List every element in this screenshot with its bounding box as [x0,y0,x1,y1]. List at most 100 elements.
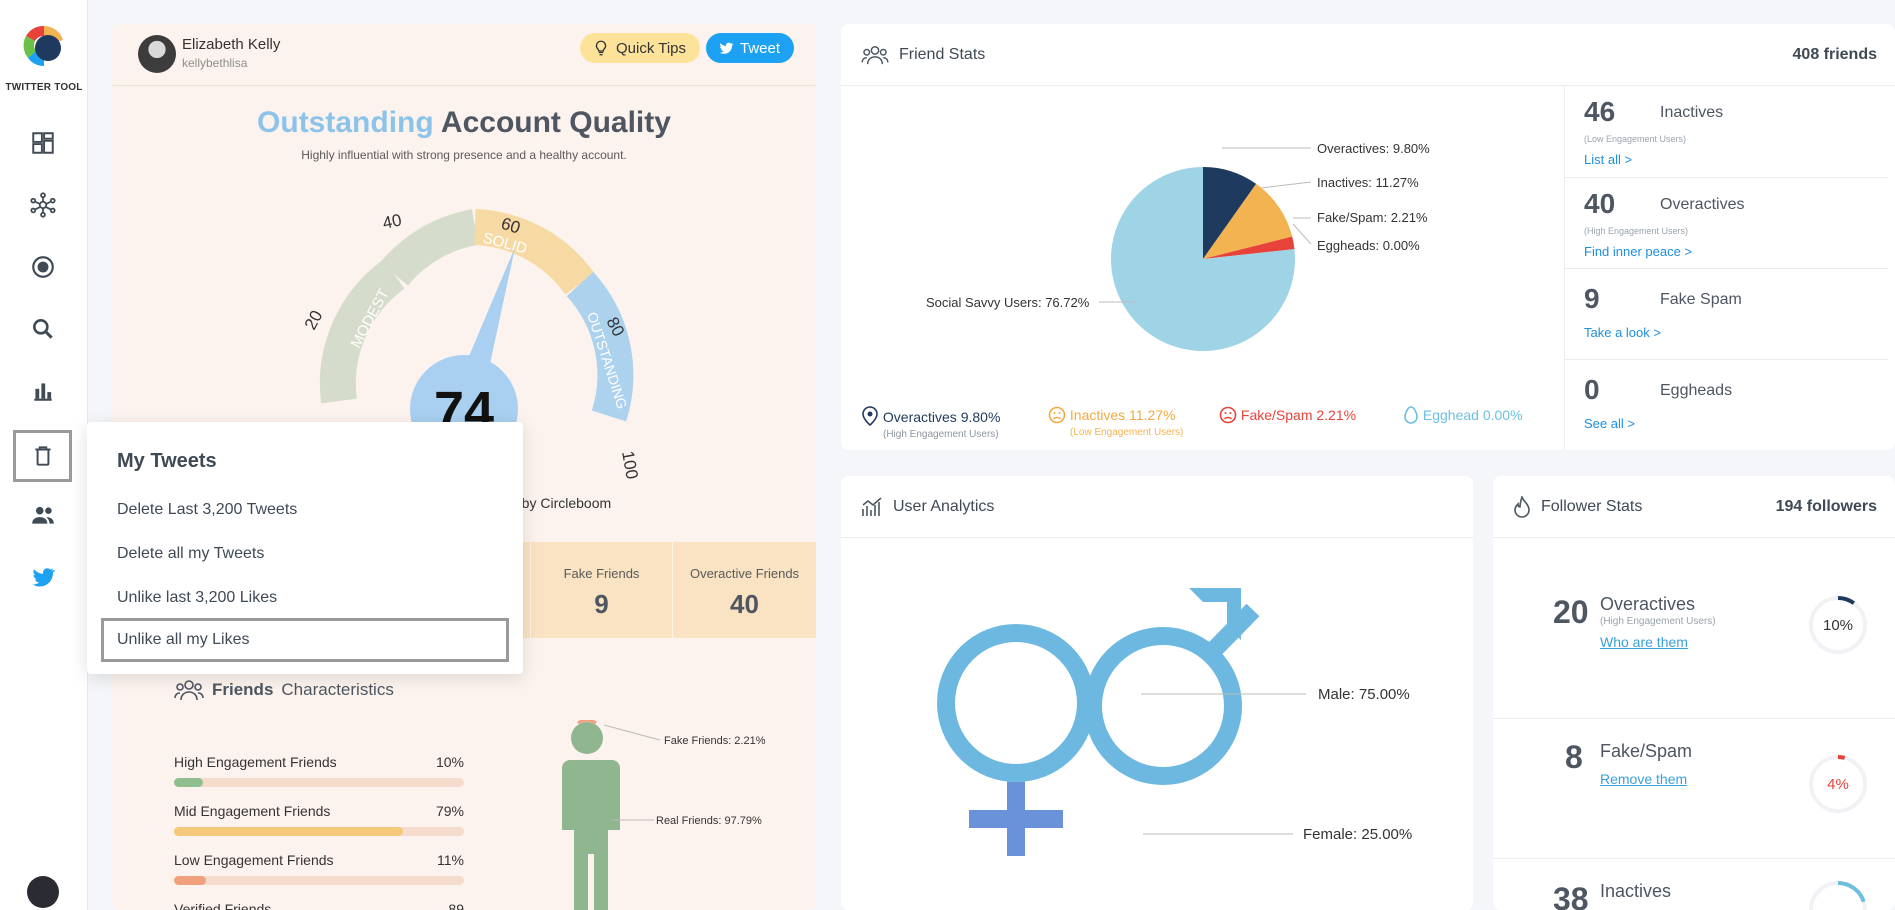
nav-analytics[interactable] [22,370,64,412]
real-friends-label: Real Friends: 97.79% [656,815,762,827]
friend-count: 408 friends [1792,46,1877,63]
stat-label: Fake Friends [563,566,640,581]
fs-label: Eggheads [1660,382,1733,399]
bar-label: Mid Engagement Friends [174,803,331,819]
egg-icon [1404,406,1418,424]
nav-twitter[interactable] [22,556,64,598]
tweet-button[interactable]: Tweet [706,33,795,63]
nav-delete[interactable] [13,430,72,482]
friends-group-icon [861,46,889,65]
my-tweets-menu: My Tweets Delete Last 3,200 Tweets Delet… [87,422,523,674]
circle-target-icon [32,256,54,278]
dashboard-icon [32,132,54,154]
fs-sub: (High Engagement Users) [1584,226,1689,236]
fakespam-ring: 4% [1809,755,1867,813]
nav-users[interactable] [22,494,64,536]
fake-segment [577,720,597,725]
logo-text: TWITTER TOOL [5,82,83,93]
gauge-band-solid [473,209,595,295]
bar-pct: 11% [437,852,464,868]
fl-label: Overactives [1600,594,1696,614]
quick-tips-button[interactable]: Quick Tips [580,33,701,63]
leader-inactives [1260,181,1312,189]
menu-item-delete-all-tweets[interactable]: Delete all my Tweets [117,545,265,562]
legend-inactives-text: Inactives 11.27% [1069,407,1176,423]
quality-title: Outstanding Account Quality [112,106,816,140]
legend-inactives-sub: (Low Engagement Users) [1070,427,1184,438]
find-inner-peace-link[interactable]: Find inner peace > [1584,244,1693,259]
fs-item-fakespam: 9 Fake Spam Take a look > [1564,268,1888,359]
legend-fakespam: Fake/Spam 2.21% [1219,406,1356,424]
menu-item-delete-last-tweets[interactable]: Delete Last 3,200 Tweets [117,501,298,518]
fs-sub: (Low Engagement Users) [1584,134,1687,144]
profile-avatar[interactable] [27,876,59,908]
female-symbol-ring [937,624,1095,782]
menu-item-unlike-all-likes[interactable]: Unlike all my Likes [101,618,509,662]
overactive-icon [862,406,878,427]
user-avatar[interactable] [138,35,176,73]
bar-pct: 79% [435,803,464,819]
trash-icon [34,446,51,466]
follower-stats-title: Follower Stats [1513,476,1642,538]
fake-leader-line [603,724,661,741]
fl-row-fakespam: 8 Fake/Spam Remove them 4% [1493,718,1895,858]
line-chart-icon [862,497,882,516]
stat-value: 9 [594,589,609,619]
legend-overactives-sub: (High Engagement Users) [883,429,999,440]
person-body [562,760,620,910]
pie-slice-social-savvy-users [1111,167,1295,351]
sidebar: TWITTER TOOL [0,0,88,910]
male-symbol-ring [1084,627,1242,785]
gauge-band-outstanding [566,271,634,422]
user-analytics-header: User Analytics [841,476,1473,538]
bar-track [174,827,464,836]
list-all-link[interactable]: List all > [1584,152,1633,167]
quick-tips-label: Quick Tips [616,39,687,57]
user-analytics-title-text: User Analytics [893,498,995,515]
nav-dashboard[interactable] [22,122,64,164]
friends-characteristics-title: Friends Characteristics [174,678,394,702]
fl-row-inactives: 38 Inactives [1493,858,1895,910]
stat-overactive-friends: Overactive Friends 40 [672,542,816,638]
fc-title-bold: Friends [212,680,274,699]
angry-face-icon [1219,406,1237,424]
fs-label: Inactives [1660,104,1724,121]
tick-20: 20 [301,307,327,333]
user-analytics-card: User Analytics Male: 75.00% Female: 25.0… [841,476,1473,910]
fs-num: 46 [1584,96,1616,127]
follower-stats-title-text: Follower Stats [1541,498,1643,515]
legend-overactives: Overactives 9.80% (High Engagement Users… [861,406,1000,440]
menu-item-unlike-last-likes[interactable]: Unlike last 3,200 Likes [117,589,278,606]
bar-pct: 10% [435,754,464,770]
fakespam-ring-arc [1809,755,1867,813]
menu-title: My Tweets [117,450,217,472]
fl-row-overactives: 20 Overactives (High Engagement Users) W… [1493,538,1895,718]
nav-search[interactable] [22,308,64,350]
ring-label: 10% [1823,617,1853,634]
see-all-link[interactable]: See all > [1584,416,1635,431]
tweet-label: Tweet [740,39,781,57]
nav-target[interactable] [22,246,64,288]
nav-network[interactable] [22,184,64,226]
friend-stats-title-text: Friend Stats [899,46,986,63]
search-icon [33,319,53,339]
legend-overactives-text: Overactives 9.80% [882,409,1001,425]
app-logo[interactable] [20,22,68,70]
take-a-look-link[interactable]: Take a look > [1584,325,1661,340]
legend-inactives: Inactives 11.27% (Low Engagement Users) [1048,406,1183,438]
fake-friends-label: Fake Friends: 2.21% [664,735,766,747]
who-are-them-link[interactable]: Who are them [1600,634,1688,650]
gauge-band-modest [380,209,479,286]
fs-num: 0 [1584,374,1600,405]
female-symbol-cross [969,782,1063,856]
stat-fake-friends: Fake Friends 9 [530,542,672,638]
overactives-ring-arc [1809,596,1867,654]
pie-slices [1111,167,1295,351]
network-icon [30,192,56,218]
bar-label: Verified Friends [174,901,272,910]
stat-label: Overactive Friends [689,566,800,581]
remove-them-link[interactable]: Remove them [1600,771,1688,787]
inactives-ring [1809,881,1867,910]
fs-num: 9 [1584,283,1600,314]
tick-60: 60 [499,214,523,238]
